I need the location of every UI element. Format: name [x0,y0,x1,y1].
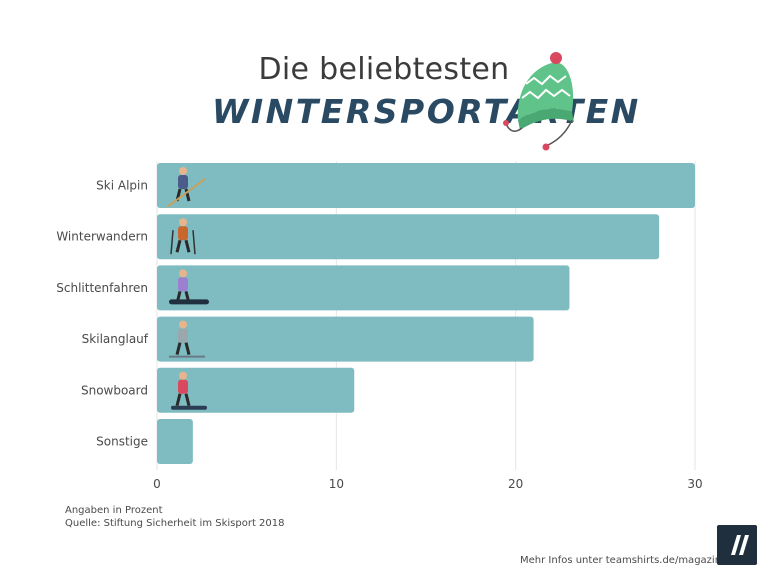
bar-winterwandern [157,214,660,260]
x-tick-label: 20 [508,477,523,491]
sledder-icon [169,269,209,305]
unit-note: Angaben in Prozent [65,505,163,516]
skier-alpine-icon [166,167,206,208]
category-label: Skilanglauf [82,332,149,346]
winter-hat-icon [503,52,574,151]
hiker-icon [170,218,196,255]
category-label: Ski Alpin [96,179,148,193]
category-label: Schlittenfahren [56,281,148,295]
category-label: Sonstige [96,435,148,449]
bar-ski-alpin [157,163,695,208]
bar-sonstige [157,419,193,464]
logo-slashes-icon [731,535,749,555]
brand-logo [717,525,757,565]
x-tick-label: 10 [329,477,344,491]
category-label: Winterwandern [56,230,148,244]
category-label: Snowboard [81,383,148,397]
chart-title: Die beliebtesten [258,52,510,87]
more-info-link[interactable]: Mehr Infos unter teamshirts.de/magazin. [520,555,725,566]
bar-snowboard [157,367,355,413]
snowboarder-icon [171,371,207,410]
cross-country-skier-icon [169,320,205,358]
x-tick-label: 30 [687,477,702,491]
bar-skilanglauf [157,316,534,362]
source-note: Quelle: Stiftung Sicherheit im Skisport … [65,518,285,529]
x-tick-label: 0 [153,477,161,491]
bar-schlittenfahren [157,265,570,311]
